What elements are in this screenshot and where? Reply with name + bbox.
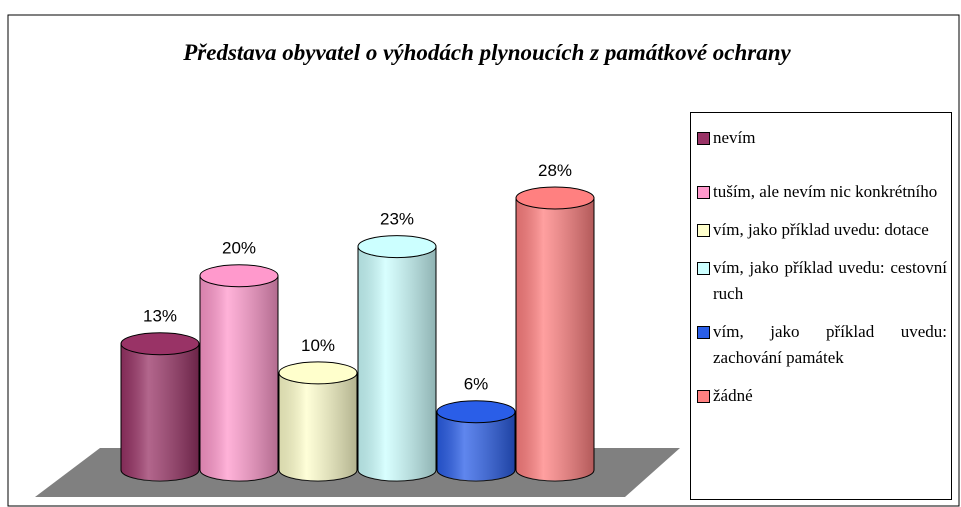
cylinder	[515, 186, 595, 482]
legend-item: vím, jako příklad uvedu: dotace	[697, 217, 947, 243]
cylinder-shade	[516, 198, 594, 481]
value-label: 10%	[301, 336, 335, 355]
cylinder	[278, 361, 358, 482]
legend-label: tuším, ale nevím nic konkrétního	[713, 182, 938, 201]
cylinder-shade	[358, 246, 436, 481]
value-label: 6%	[464, 375, 489, 394]
cylinder-top	[436, 400, 516, 424]
cylinder-top	[120, 332, 200, 356]
legend: nevím tuším, ale nevím nic konkrétního vím…	[690, 112, 952, 500]
legend-item: žádné	[697, 383, 947, 409]
legend-swatch	[697, 326, 710, 339]
value-label: 23%	[380, 210, 414, 229]
legend-swatch	[697, 262, 710, 275]
value-label: 28%	[538, 161, 572, 180]
cylinder-top	[357, 235, 437, 259]
legend-label: žádné	[713, 386, 753, 405]
cylinder-shade	[121, 343, 199, 481]
legend-swatch	[697, 390, 710, 403]
legend-label: vím, jako příklad uvedu: zachování památ…	[713, 322, 947, 367]
cylinder-shade	[200, 275, 278, 481]
legend-label: vím, jako příklad uvedu: dotace	[713, 220, 929, 239]
legend-label: vím, jako příklad uvedu: cestovní ruch	[713, 258, 947, 303]
legend-item: vím, jako příklad uvedu: zachování památ…	[697, 319, 947, 371]
cylinder	[120, 332, 200, 482]
chart-title: Představa obyvatel o výhodách plynoucích…	[182, 40, 791, 65]
legend-label: nevím	[713, 128, 756, 147]
cylinder-top	[199, 264, 279, 288]
legend-swatch	[697, 224, 710, 237]
legend-swatch	[697, 186, 710, 199]
chart-border	[7, 14, 960, 507]
cylinder-top	[278, 361, 358, 385]
legend-swatch	[697, 132, 710, 145]
cylinder-top	[515, 186, 595, 210]
cylinder	[436, 400, 516, 482]
cylinder-shade	[437, 411, 515, 481]
legend-item: tuším, ale nevím nic konkrétního	[697, 179, 947, 205]
value-label: 20%	[222, 239, 256, 258]
value-label: 13%	[143, 307, 177, 326]
legend-item: vím, jako příklad uvedu: cestovní ruch	[697, 255, 947, 307]
legend-item: nevím	[697, 125, 947, 151]
cylinder	[199, 264, 279, 482]
cylinder	[357, 235, 437, 482]
cylinder-shade	[279, 372, 357, 481]
